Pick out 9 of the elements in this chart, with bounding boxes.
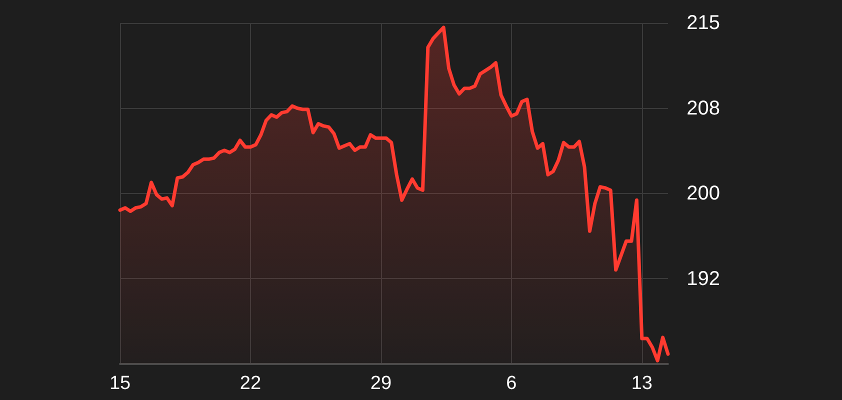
y-tick-label: 192 [686,268,720,290]
x-tick-label: 13 [631,373,652,394]
y-tick-label: 208 [686,97,720,120]
x-tick-label: 29 [370,373,392,394]
x-tick-label: 15 [109,373,131,394]
y-tick-label: 215 [686,12,720,34]
x-tick-label: 6 [506,373,517,394]
x-tick-label: 22 [240,373,262,394]
y-tick-label: 200 [686,182,720,204]
